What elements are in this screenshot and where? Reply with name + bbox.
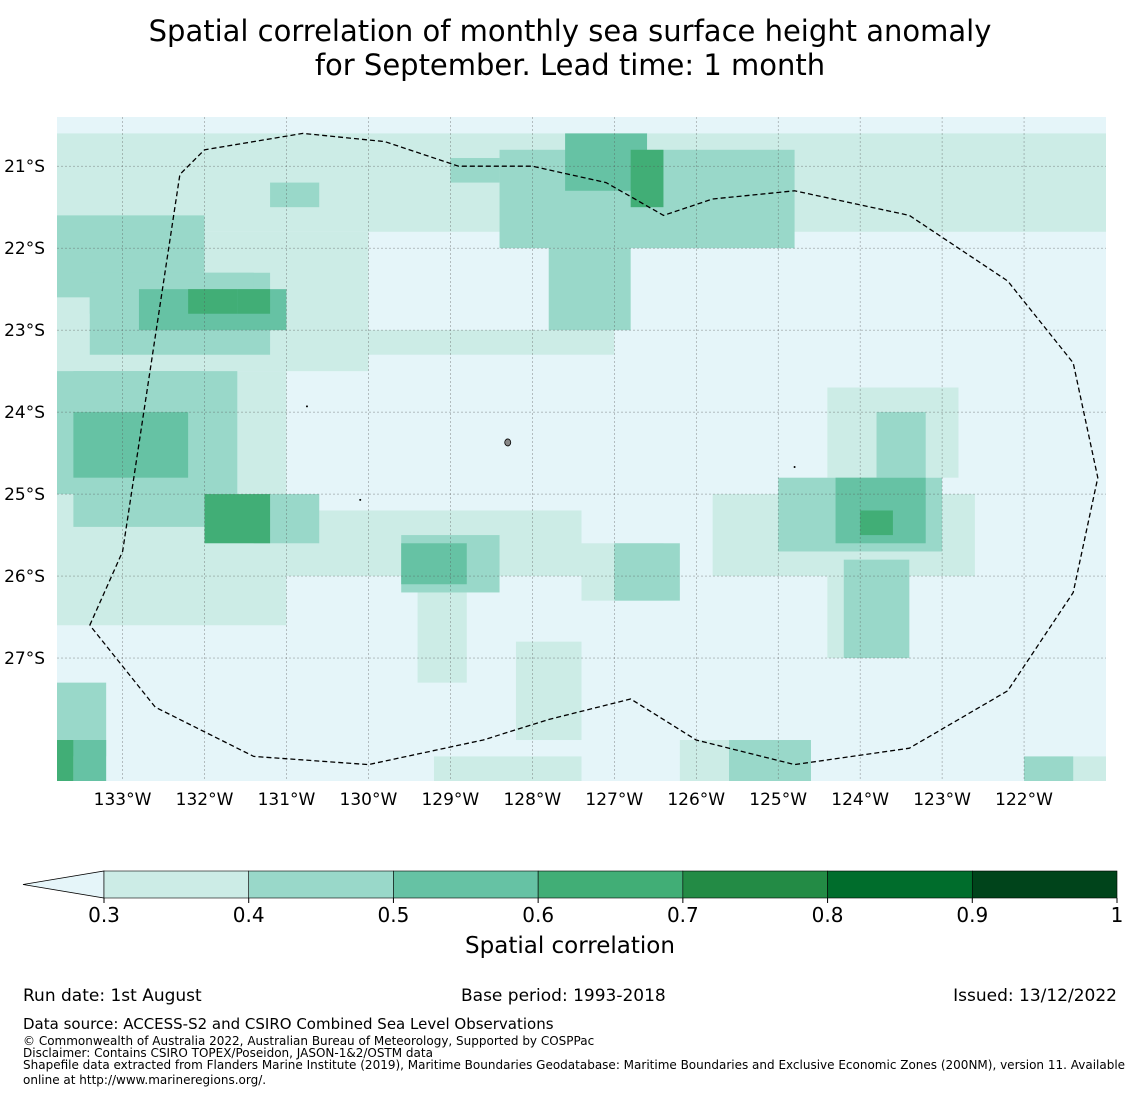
heatmap-cell <box>548 248 631 331</box>
chart-title-line1: Spatial correlation of monthly sea surfa… <box>148 14 992 48</box>
copyright-note: © Commonwealth of Australia 2022, Austra… <box>23 1034 595 1048</box>
x-tick-label: 132°W <box>176 790 234 810</box>
heatmap-cell <box>352 330 615 355</box>
x-tick-label: 125°W <box>749 790 807 810</box>
heatmap-cell <box>57 740 74 781</box>
colorbar-segment <box>248 870 394 899</box>
colorbar-tick-label: 0.8 <box>812 903 844 927</box>
colorbar-segment <box>682 870 828 899</box>
y-tick-label: 26°S <box>4 567 45 587</box>
colorbar-segment <box>537 870 684 899</box>
y-tick-label: 23°S <box>4 321 45 341</box>
run-date: Run date: 1st August <box>23 986 202 1006</box>
colorbar-tick-label: 1 <box>1111 903 1124 927</box>
colorbar-label: Spatial correlation <box>465 933 675 959</box>
heatmap-cell <box>630 149 664 208</box>
colorbar-segment <box>971 870 1118 899</box>
disclaimer-note: Disclaimer: Contains CSIRO TOPEX/Poseido… <box>23 1046 433 1060</box>
shapefile-note-line2: online at http://www.marineregions.org/. <box>23 1073 267 1087</box>
heatmap-cells <box>57 133 1106 781</box>
island-marker <box>359 498 362 501</box>
data-source: Data source: ACCESS-S2 and CSIRO Combine… <box>23 1015 554 1033</box>
x-tick-label: 128°W <box>503 790 561 810</box>
base-period: Base period: 1993-2018 <box>461 986 666 1006</box>
heatmap-cell <box>860 510 893 536</box>
heatmap-cell <box>433 756 582 781</box>
y-tick-label: 27°S <box>4 649 45 669</box>
heatmap-cell <box>401 543 467 585</box>
heatmap-cell <box>188 289 238 314</box>
colorbar-tick-label: 0.7 <box>667 903 699 927</box>
y-tick-label: 24°S <box>4 403 45 423</box>
heatmap-cell <box>1024 756 1074 781</box>
heatmap-cell <box>417 576 467 683</box>
colorbar-tick-label: 0.9 <box>956 903 988 927</box>
x-tick-label: 124°W <box>831 790 889 810</box>
heatmap-cell <box>876 412 926 478</box>
x-tick-label: 131°W <box>258 790 316 810</box>
x-tick-label: 127°W <box>585 790 643 810</box>
colorbar-tick-label: 0.4 <box>233 903 265 927</box>
heatmap-cell <box>204 494 271 544</box>
heatmap-cell <box>729 740 811 781</box>
x-tick-label: 126°W <box>667 790 725 810</box>
heatmap-cell <box>450 157 500 183</box>
colorbar-segment <box>393 870 539 899</box>
colorbar-segment <box>103 870 250 899</box>
chart-title-line2: for September. Lead time: 1 month <box>314 48 826 82</box>
island-marker <box>504 438 512 447</box>
island-marker <box>793 466 796 469</box>
shapefile-note-line1: Shapefile data extracted from Flanders M… <box>23 1058 1126 1072</box>
x-tick-label: 133°W <box>94 790 152 810</box>
y-tick-label: 25°S <box>4 485 45 505</box>
colorbar-segment <box>827 870 973 899</box>
heatmap-cell <box>73 412 189 478</box>
y-tick-label: 22°S <box>4 239 45 259</box>
heatmap-cell <box>270 182 320 208</box>
heatmap-cell <box>843 559 910 659</box>
x-tick-label: 123°W <box>913 790 971 810</box>
heatmap-cell <box>237 289 271 314</box>
colorbar-tick-label: 0.6 <box>522 903 554 927</box>
colorbar-extend-arrow <box>22 870 105 899</box>
x-tick-label: 122°W <box>995 790 1053 810</box>
heatmap-cell <box>73 740 107 781</box>
eez-boundary <box>89 132 1099 766</box>
x-tick-label: 130°W <box>340 790 398 810</box>
y-tick-label: 21°S <box>4 157 45 177</box>
colorbar-tick-label: 0.3 <box>88 903 120 927</box>
island-marker <box>305 405 308 408</box>
chart-title: Spatial correlation of monthly sea surfa… <box>0 14 1140 82</box>
colorbar-tick-label: 0.5 <box>378 903 410 927</box>
heatmap-cell <box>614 543 680 601</box>
x-tick-label: 129°W <box>421 790 479 810</box>
heatmap-cell <box>515 641 582 741</box>
issued-date: Issued: 13/12/2022 <box>953 986 1117 1006</box>
